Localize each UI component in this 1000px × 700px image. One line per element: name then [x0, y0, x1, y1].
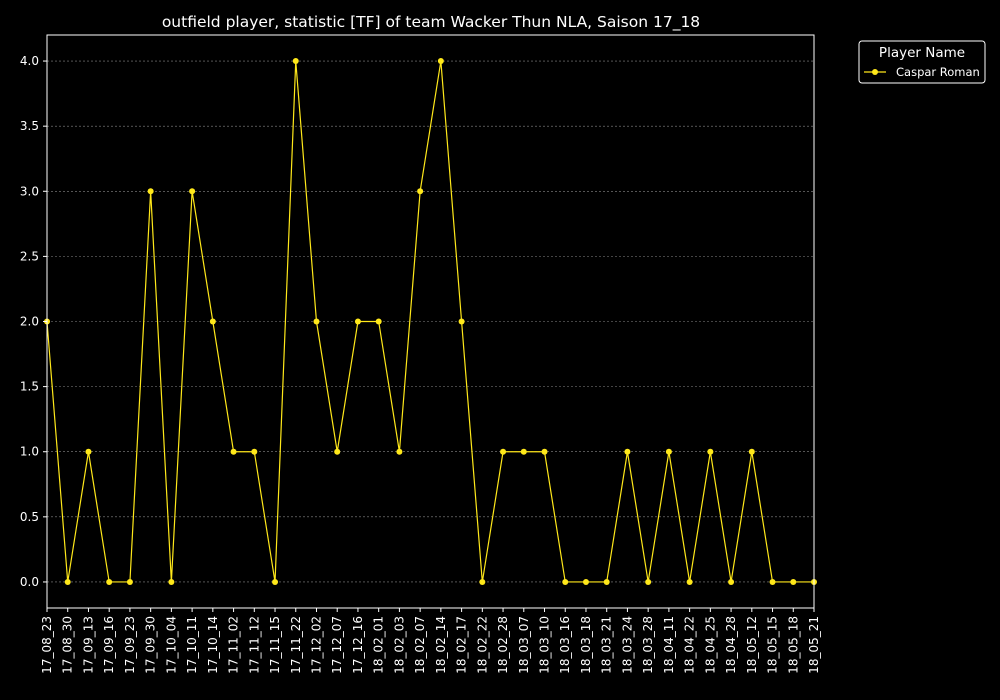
data-point [126, 578, 133, 585]
x-tick-label: 18_02_17 [455, 616, 469, 674]
x-tick-label: 17_12_07 [330, 616, 344, 674]
x-tick-label: 17_11_12 [247, 616, 261, 674]
x-tick-label: 18_04_22 [683, 616, 697, 674]
x-tick-label: 18_05_18 [786, 616, 800, 674]
y-tick-label: 2.0 [20, 315, 39, 329]
data-point [189, 188, 196, 195]
x-tick-label: 18_03_21 [600, 616, 614, 674]
y-tick-label: 0.0 [20, 575, 39, 589]
x-tick-label: 18_05_15 [766, 616, 780, 674]
data-point [147, 188, 154, 195]
y-tick-label: 2.5 [20, 249, 39, 263]
data-point [479, 578, 486, 585]
series-line [46, 60, 814, 583]
x-tick-label: 18_05_21 [807, 616, 821, 674]
x-tick-label: 18_04_25 [703, 616, 717, 674]
data-point [272, 578, 279, 585]
x-tick-label: 18_04_28 [724, 616, 738, 674]
x-tick-label: 18_02_22 [475, 616, 489, 674]
y-tick-label: 3.5 [20, 119, 39, 133]
data-point [313, 318, 320, 325]
x-tick-label: 18_03_16 [558, 616, 572, 674]
x-tick-label: 18_03_28 [641, 616, 655, 674]
data-point [437, 58, 444, 65]
x-tick-label: 18_03_07 [517, 616, 531, 674]
data-point [417, 188, 424, 195]
x-tick-label: 17_12_02 [309, 616, 323, 674]
data-point [458, 318, 465, 325]
x-tick-label: 18_02_01 [372, 616, 386, 674]
data-point [582, 578, 589, 585]
x-tick-label: 17_10_14 [206, 616, 220, 674]
data-point [85, 448, 92, 455]
data-point [790, 578, 797, 585]
data-point [520, 448, 527, 455]
series-layer [44, 58, 817, 585]
x-tick-label: 17_09_16 [102, 616, 116, 674]
x-tick-label: 18_03_24 [620, 616, 634, 674]
data-point [168, 578, 175, 585]
x-tick-label: 18_02_28 [496, 616, 510, 674]
data-point [728, 578, 735, 585]
x-tick-label: 18_04_11 [662, 616, 676, 674]
data-point [375, 318, 382, 325]
x-tick-label: 17_11_15 [268, 616, 282, 674]
data-point [665, 448, 672, 455]
x-tick-label: 17_11_02 [227, 616, 241, 674]
data-point [64, 578, 71, 585]
x-tick-label: 18_05_12 [745, 616, 759, 674]
y-tick-label: 4.0 [20, 54, 39, 68]
legend-box [858, 40, 986, 84]
data-point [562, 578, 569, 585]
data-point [500, 448, 507, 455]
data-point [769, 578, 776, 585]
x-tick-label: 17_11_22 [289, 616, 303, 674]
y-axis: 0.0 0.5 1.0 1.5 2.0 2.5 3.0 3.5 4.0 [20, 54, 47, 589]
data-point [686, 578, 693, 585]
chart-title: outfield player, statistic [TF] of team … [162, 13, 700, 32]
data-point [541, 448, 548, 455]
data-point [748, 448, 755, 455]
legend-label-caspar-roman: Caspar Roman [896, 65, 980, 79]
x-axis: 17_08_23 17_08_30 17_09_13 17_09_16 17_09_23… [40, 608, 821, 674]
x-tick-label: 17_10_04 [164, 616, 178, 674]
x-tick-label: 17_08_30 [61, 616, 75, 674]
data-point [645, 578, 652, 585]
legend-title: Player Name [879, 45, 965, 61]
x-tick-label: 18_02_03 [392, 616, 406, 674]
y-tick-label: 1.5 [20, 380, 39, 394]
y-tick-label: 1.0 [20, 445, 39, 459]
x-tick-label: 17_12_16 [351, 616, 365, 674]
x-tick-label: 17_09_23 [123, 616, 137, 674]
legend-marker-swatch [872, 69, 878, 75]
data-point [230, 448, 237, 455]
data-point [624, 448, 631, 455]
data-point [292, 58, 299, 65]
data-point [396, 448, 403, 455]
y-tick-label: 0.5 [20, 510, 39, 524]
x-tick-label: 18_03_10 [538, 616, 552, 674]
data-point [334, 448, 341, 455]
x-tick-label: 18_02_07 [413, 616, 427, 674]
x-tick-label: 17_09_30 [144, 616, 158, 674]
data-point [707, 448, 714, 455]
x-tick-label: 17_09_13 [81, 616, 95, 674]
x-tick-label: 18_02_14 [434, 616, 448, 674]
data-point [251, 448, 258, 455]
x-tick-label: 17_08_23 [40, 616, 54, 674]
x-tick-label: 17_10_11 [185, 616, 199, 674]
legend: Player Name Caspar Roman [858, 40, 986, 84]
data-point [106, 578, 113, 585]
data-point [354, 318, 361, 325]
data-point [209, 318, 216, 325]
data-point [603, 578, 610, 585]
x-tick-label: 18_03_18 [579, 616, 593, 674]
y-tick-label: 3.0 [20, 184, 39, 198]
